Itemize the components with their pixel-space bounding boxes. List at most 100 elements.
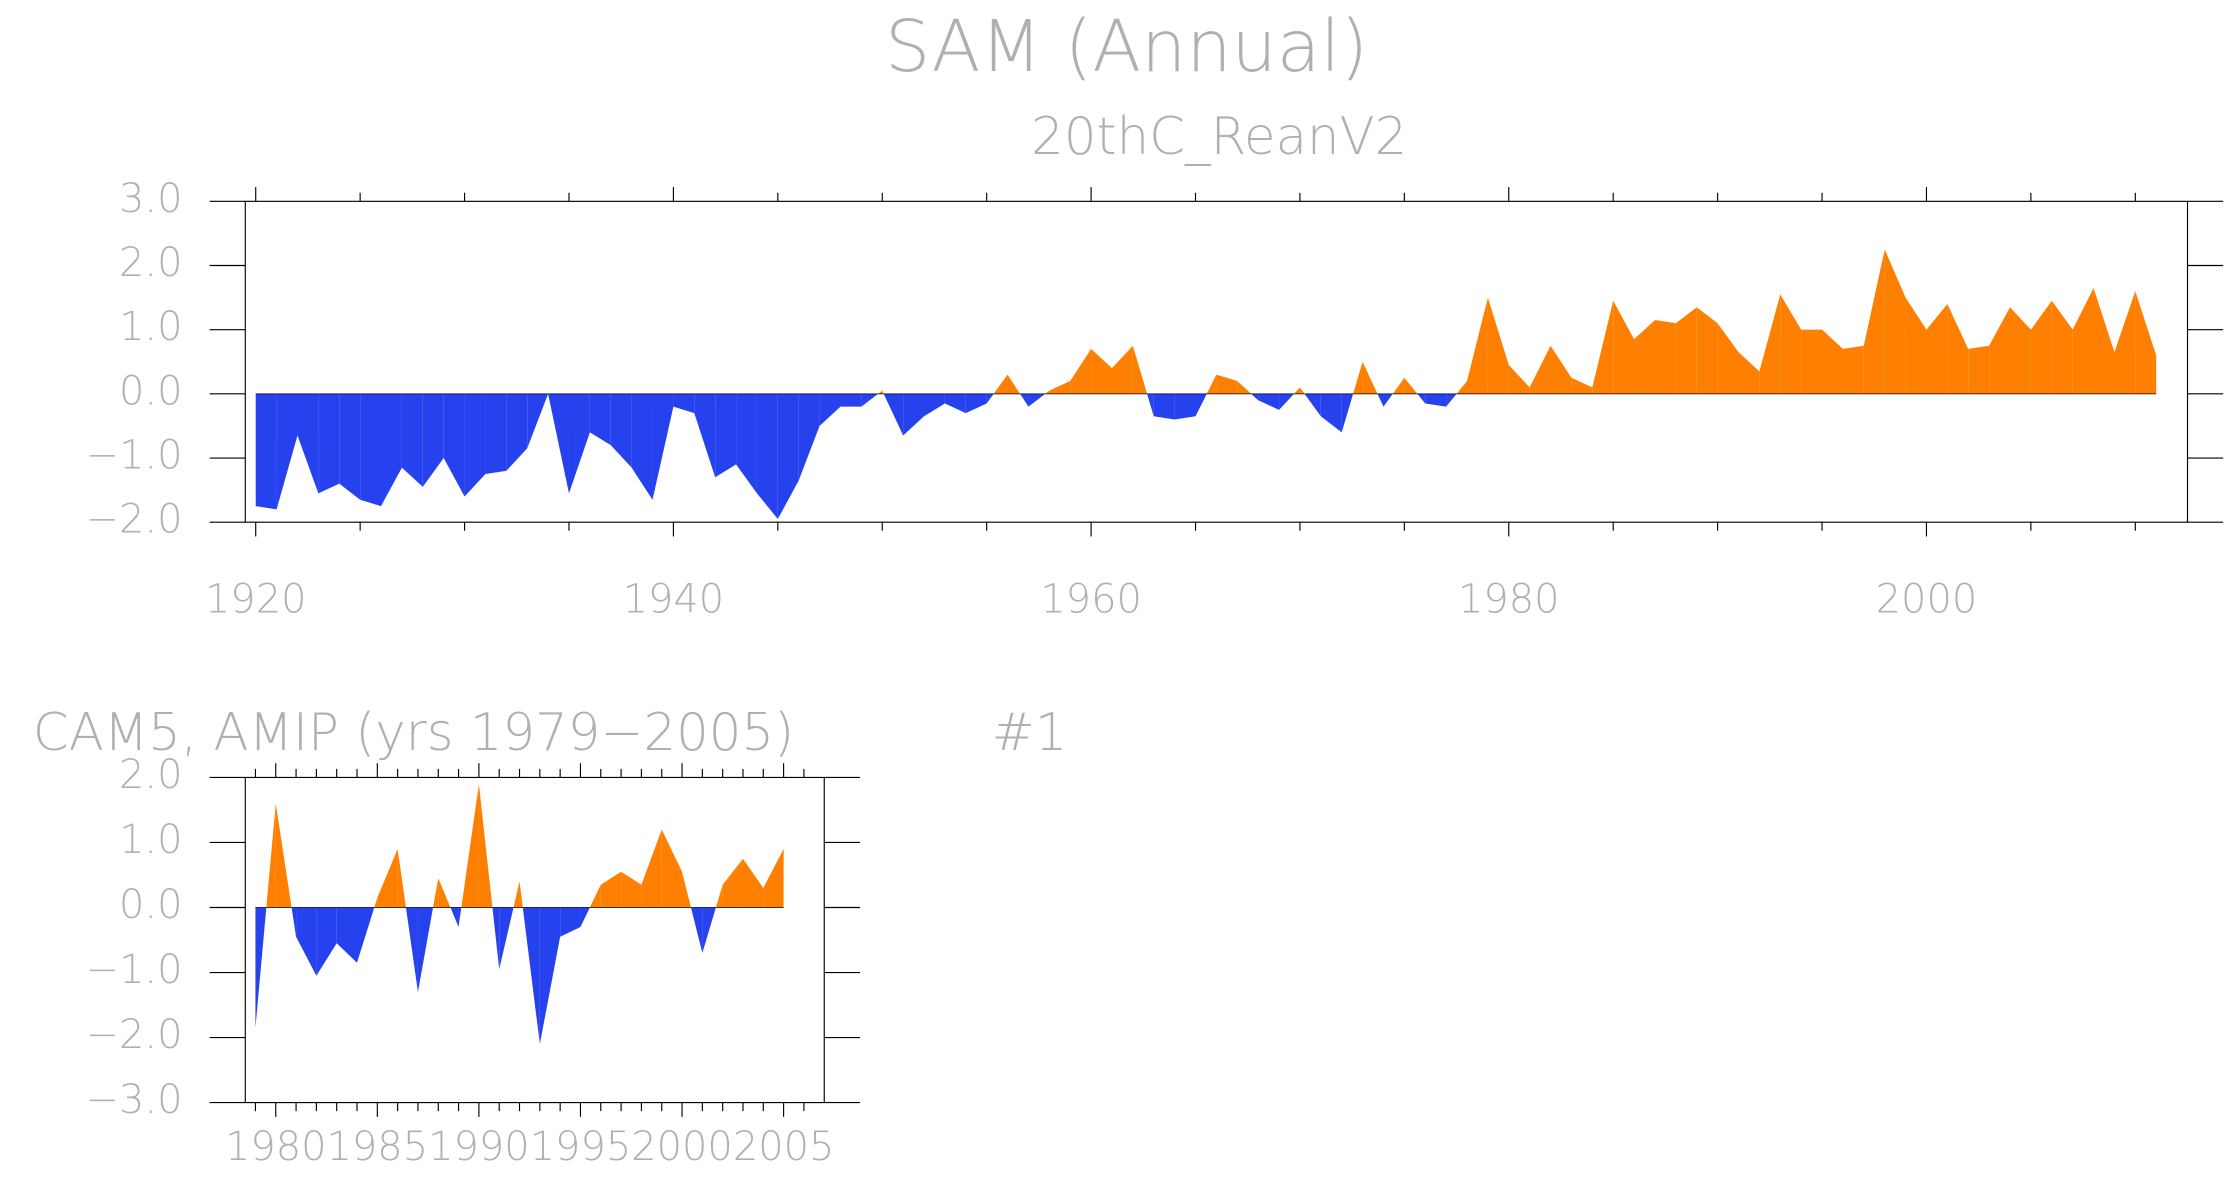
- area-segment: [1377, 393, 1384, 407]
- area-segment: [422, 393, 444, 487]
- area-segment: [2072, 287, 2094, 394]
- area-segment: [1341, 393, 1354, 433]
- area-segment: [580, 907, 590, 928]
- x-tick-label: 1995: [530, 1124, 632, 1170]
- area-segment: [715, 393, 737, 478]
- area-segment: [589, 884, 601, 908]
- area-segment: [1206, 374, 1217, 394]
- area-segment: [275, 803, 292, 908]
- area-segment: [499, 907, 514, 970]
- y-tick-label: 0.0: [119, 882, 182, 928]
- area-segment: [1049, 381, 1071, 394]
- area-segment: [1299, 387, 1305, 394]
- area-segment: [417, 907, 434, 993]
- x-tick-label: 2000: [631, 1124, 733, 1170]
- x-tick-label: 1940: [623, 577, 725, 623]
- area-segment: [1446, 393, 1457, 407]
- area-segment: [631, 393, 653, 500]
- area-segment: [903, 393, 925, 436]
- area-segment: [318, 393, 340, 494]
- y-tick-label: −3.0: [86, 1077, 183, 1123]
- area-segment: [1111, 345, 1133, 394]
- area-segment: [1425, 393, 1447, 407]
- area-segment: [1195, 393, 1207, 417]
- area-segment: [1456, 381, 1468, 394]
- x-tick-label: 1980: [1458, 577, 1560, 623]
- area-segment: [673, 393, 695, 414]
- area-segment: [433, 878, 439, 908]
- area-segment: [965, 393, 987, 414]
- area-segment: [924, 393, 945, 417]
- area-segment: [661, 829, 683, 908]
- area-segment: [255, 393, 277, 510]
- area-segment: [519, 881, 523, 908]
- y-tick-label: 1.0: [119, 304, 182, 350]
- area-segment: [742, 858, 764, 908]
- area-segment: [1007, 374, 1021, 394]
- area-segment: [1613, 300, 1635, 394]
- area-segment: [1404, 377, 1418, 394]
- area-segment: [506, 393, 528, 471]
- y-tick-label: −2.0: [86, 1012, 183, 1058]
- chart-title: 20thC_ReanV2: [1031, 107, 1407, 167]
- area-segment: [381, 393, 402, 507]
- area-segment: [600, 871, 622, 908]
- area-segment: [715, 884, 723, 908]
- area-segment: [1487, 297, 1509, 394]
- area-segment: [993, 374, 1008, 394]
- area-segment: [736, 393, 757, 494]
- y-tick-label: −1.0: [86, 433, 183, 479]
- area-segment: [297, 393, 319, 494]
- area-segment: [2135, 291, 2157, 394]
- area-segment: [777, 393, 799, 519]
- area-segment: [1070, 348, 1092, 394]
- area-segment: [1362, 361, 1378, 394]
- area-segment: [1251, 393, 1259, 401]
- area-segment: [360, 393, 382, 507]
- area-segment: [1028, 393, 1046, 407]
- area-segment: [621, 871, 642, 908]
- area-segment: [694, 393, 716, 478]
- area-segment: [2093, 287, 2115, 394]
- area-segment: [401, 393, 423, 487]
- area-segment: [1863, 249, 1885, 394]
- y-tick-label: 2.0: [119, 752, 182, 798]
- area-segment: [255, 907, 267, 1028]
- area-segment: [1279, 393, 1294, 410]
- area-segment: [944, 393, 966, 414]
- area-segment: [1905, 297, 1927, 394]
- area-segment: [527, 393, 549, 449]
- area-segment: [1153, 393, 1175, 420]
- area-segment: [1258, 393, 1280, 410]
- area-segment: [1020, 393, 1029, 407]
- area-segment: [2030, 300, 2052, 394]
- area-segment: [986, 393, 994, 404]
- x-tick-label: 2000: [1876, 577, 1978, 623]
- area-segment: [1738, 352, 1760, 394]
- area-segment: [652, 393, 674, 500]
- area-segment: [1091, 348, 1112, 394]
- area-segment: [1675, 307, 1697, 394]
- chart-title: CAM5, AMIP (yrs 1979−2005): [33, 703, 794, 763]
- page-title: SAM (Annual): [885, 5, 1368, 88]
- area-segment: [1989, 307, 2010, 394]
- x-tick-label: 1990: [428, 1124, 530, 1170]
- area-segment: [1592, 300, 1614, 394]
- area-segment: [1550, 345, 1572, 394]
- area-segment: [266, 803, 276, 908]
- area-segment: [1174, 393, 1196, 420]
- area-segment: [374, 897, 378, 908]
- area-segment: [450, 907, 459, 928]
- x-tick-label: 1920: [205, 577, 307, 623]
- area-segment: [610, 393, 632, 468]
- area-segment: [276, 393, 298, 510]
- x-tick-label: 2005: [733, 1124, 835, 1170]
- area-segment: [336, 907, 358, 963]
- area-segment: [485, 393, 507, 475]
- area-segment: [1571, 377, 1593, 394]
- area-segment: [1717, 323, 1739, 394]
- area-segment: [339, 393, 361, 500]
- area-segment: [861, 393, 879, 407]
- area-segment: [377, 848, 398, 908]
